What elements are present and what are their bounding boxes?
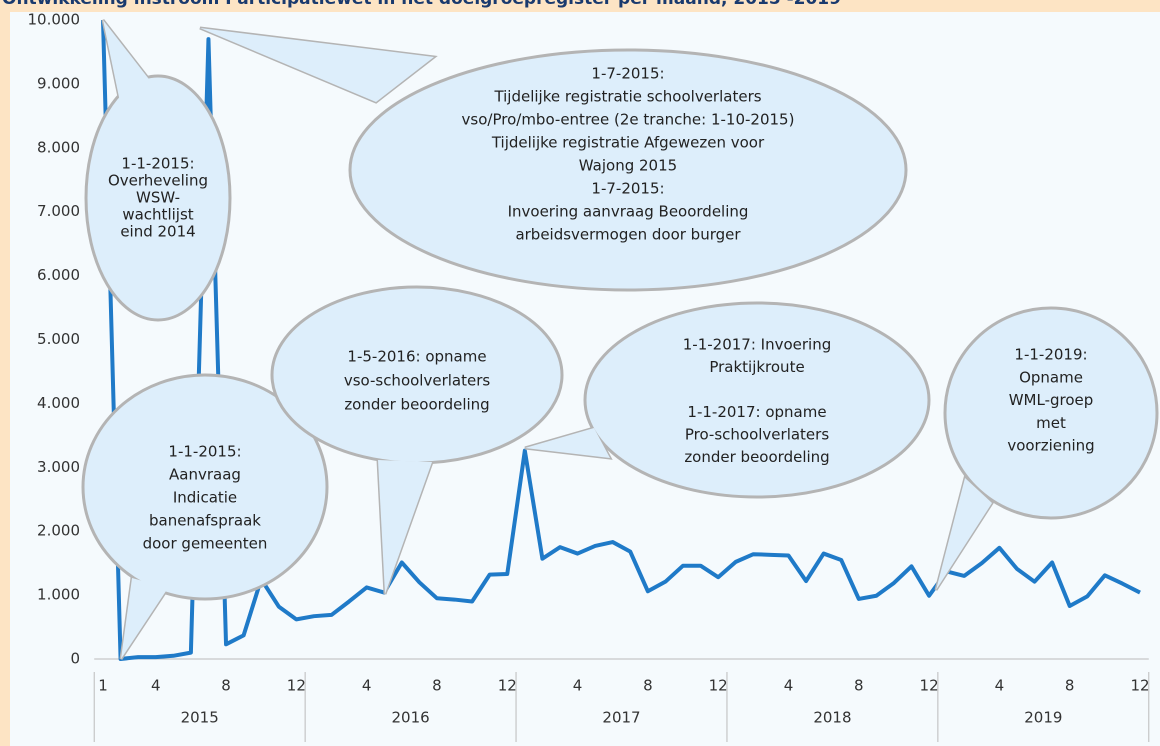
annotation-text: met (1036, 414, 1066, 432)
callout-tail-fill (525, 428, 610, 458)
x-tick-label: 4 (151, 677, 161, 695)
annotation-text: WML-groep (1009, 391, 1094, 409)
callout-tail-fill (378, 460, 432, 594)
x-tick-label: 1 (98, 677, 108, 695)
group-label: 2016 (391, 709, 429, 727)
x-tick-label: 12 (920, 677, 939, 695)
x-tick-label: 8 (643, 677, 653, 695)
y-tick-label: 6.000 (37, 266, 80, 284)
x-tick-label: 4 (573, 677, 583, 695)
annotation-text: vso-schoolverlaters (344, 372, 491, 390)
annotation-text: 1-1-2019: (1014, 346, 1087, 364)
y-tick-label: 7.000 (37, 202, 80, 220)
x-tick-label: 8 (854, 677, 864, 695)
annotation-text: Tijdelijke registratie Afgewezen voor (491, 134, 765, 152)
y-tick-label: 10.000 (28, 11, 81, 29)
y-tick-label: 8.000 (37, 138, 80, 156)
callout-bubble (943, 306, 1159, 520)
annotation-text: Wajong 2015 (579, 157, 677, 175)
annotation-text: Overheveling (108, 172, 208, 190)
annotation-text: Aanvraag (169, 466, 241, 484)
annotation-text: door gemeenten (143, 535, 268, 553)
callout-bubble (81, 373, 329, 601)
annotations: 1-1-2015:OverhevelingWSW-wachtlijsteind … (81, 19, 1159, 660)
annotation-text: WSW- (136, 189, 180, 207)
x-tick-label: 12 (1130, 677, 1149, 695)
annotation-text: voorziening (1007, 437, 1094, 455)
group-label: 2015 (181, 709, 219, 727)
annotation-text: banenafspraak (149, 512, 261, 530)
plot: 0 1.000 2.000 3.000 4.000 5.000 6.000 7.000 8.00… (28, 11, 1150, 742)
annotation-text: Tijdelijke registratie schoolverlaters (493, 88, 761, 106)
group-label: 2017 (602, 709, 640, 727)
group-label: 2018 (813, 709, 851, 727)
x-tick-label: 12 (287, 677, 306, 695)
x-tick-label: 4 (362, 677, 372, 695)
callout-bubble (348, 48, 908, 292)
y-tick-label: 1.000 (37, 586, 80, 604)
x-tick-label: 8 (432, 677, 442, 695)
annotation-text: 1-1-2015: (168, 443, 241, 461)
annotation-text: Invoering aanvraag Beoordeling (508, 203, 749, 221)
data-line (101, 19, 1141, 661)
x-tick-label: 12 (498, 677, 517, 695)
x-tick-label: 8 (221, 677, 231, 695)
annotation-text: arbeidsvermogen door burger (515, 226, 741, 244)
callout-tail-fill (936, 478, 992, 590)
y-tick-label: 4.000 (37, 394, 80, 412)
y-tick-label: 9.000 (37, 74, 80, 92)
y-tick-label: 2.000 (37, 522, 80, 540)
callout-tail-fill (200, 28, 434, 102)
annotation-text: eind 2014 (120, 223, 195, 241)
x-tick-label: 12 (709, 677, 728, 695)
annotation-text: Indicatie (173, 489, 237, 507)
annotation-text: 1-1-2015: (121, 155, 194, 173)
annotation-text: Opname (1019, 368, 1083, 386)
x-tick-label: 4 (784, 677, 794, 695)
x-tick-label: 4 (995, 677, 1005, 695)
group-label: 2019 (1024, 709, 1062, 727)
y-tick-label: 5.000 (37, 330, 80, 348)
annotation-text: 1-1-2017: Invoering (683, 336, 831, 354)
annotation-text: 1-1-2017: opname (687, 403, 826, 421)
callout-bubble (583, 301, 931, 499)
y-tick-label: 3.000 (37, 458, 80, 476)
callout-tail-fill (103, 20, 162, 102)
x-tick-label: 8 (1065, 677, 1075, 695)
annotation-text: 1-7-2015: (591, 180, 664, 198)
annotation-text: Praktijkroute (709, 358, 804, 376)
callout-tail-fill (121, 578, 168, 659)
annotation-text: vso/Pro/mbo-entree (2e tranche: 1-10-201… (462, 111, 795, 129)
annotation-text: zonder beoordeling (684, 448, 829, 466)
annotation-text: zonder beoordeling (344, 396, 489, 414)
callout-bubble (84, 74, 232, 322)
annotation-text: 1-7-2015: (591, 65, 664, 83)
annotation-text: wachtlijst (122, 206, 193, 224)
y-tick-label: 0 (70, 650, 80, 668)
chart-title: Ontwikkeling instroom Participatiewet in… (2, 0, 841, 9)
annotation-text: Pro-schoolverlaters (685, 426, 829, 444)
annotation-text: 1-5-2016: opname (347, 348, 486, 366)
